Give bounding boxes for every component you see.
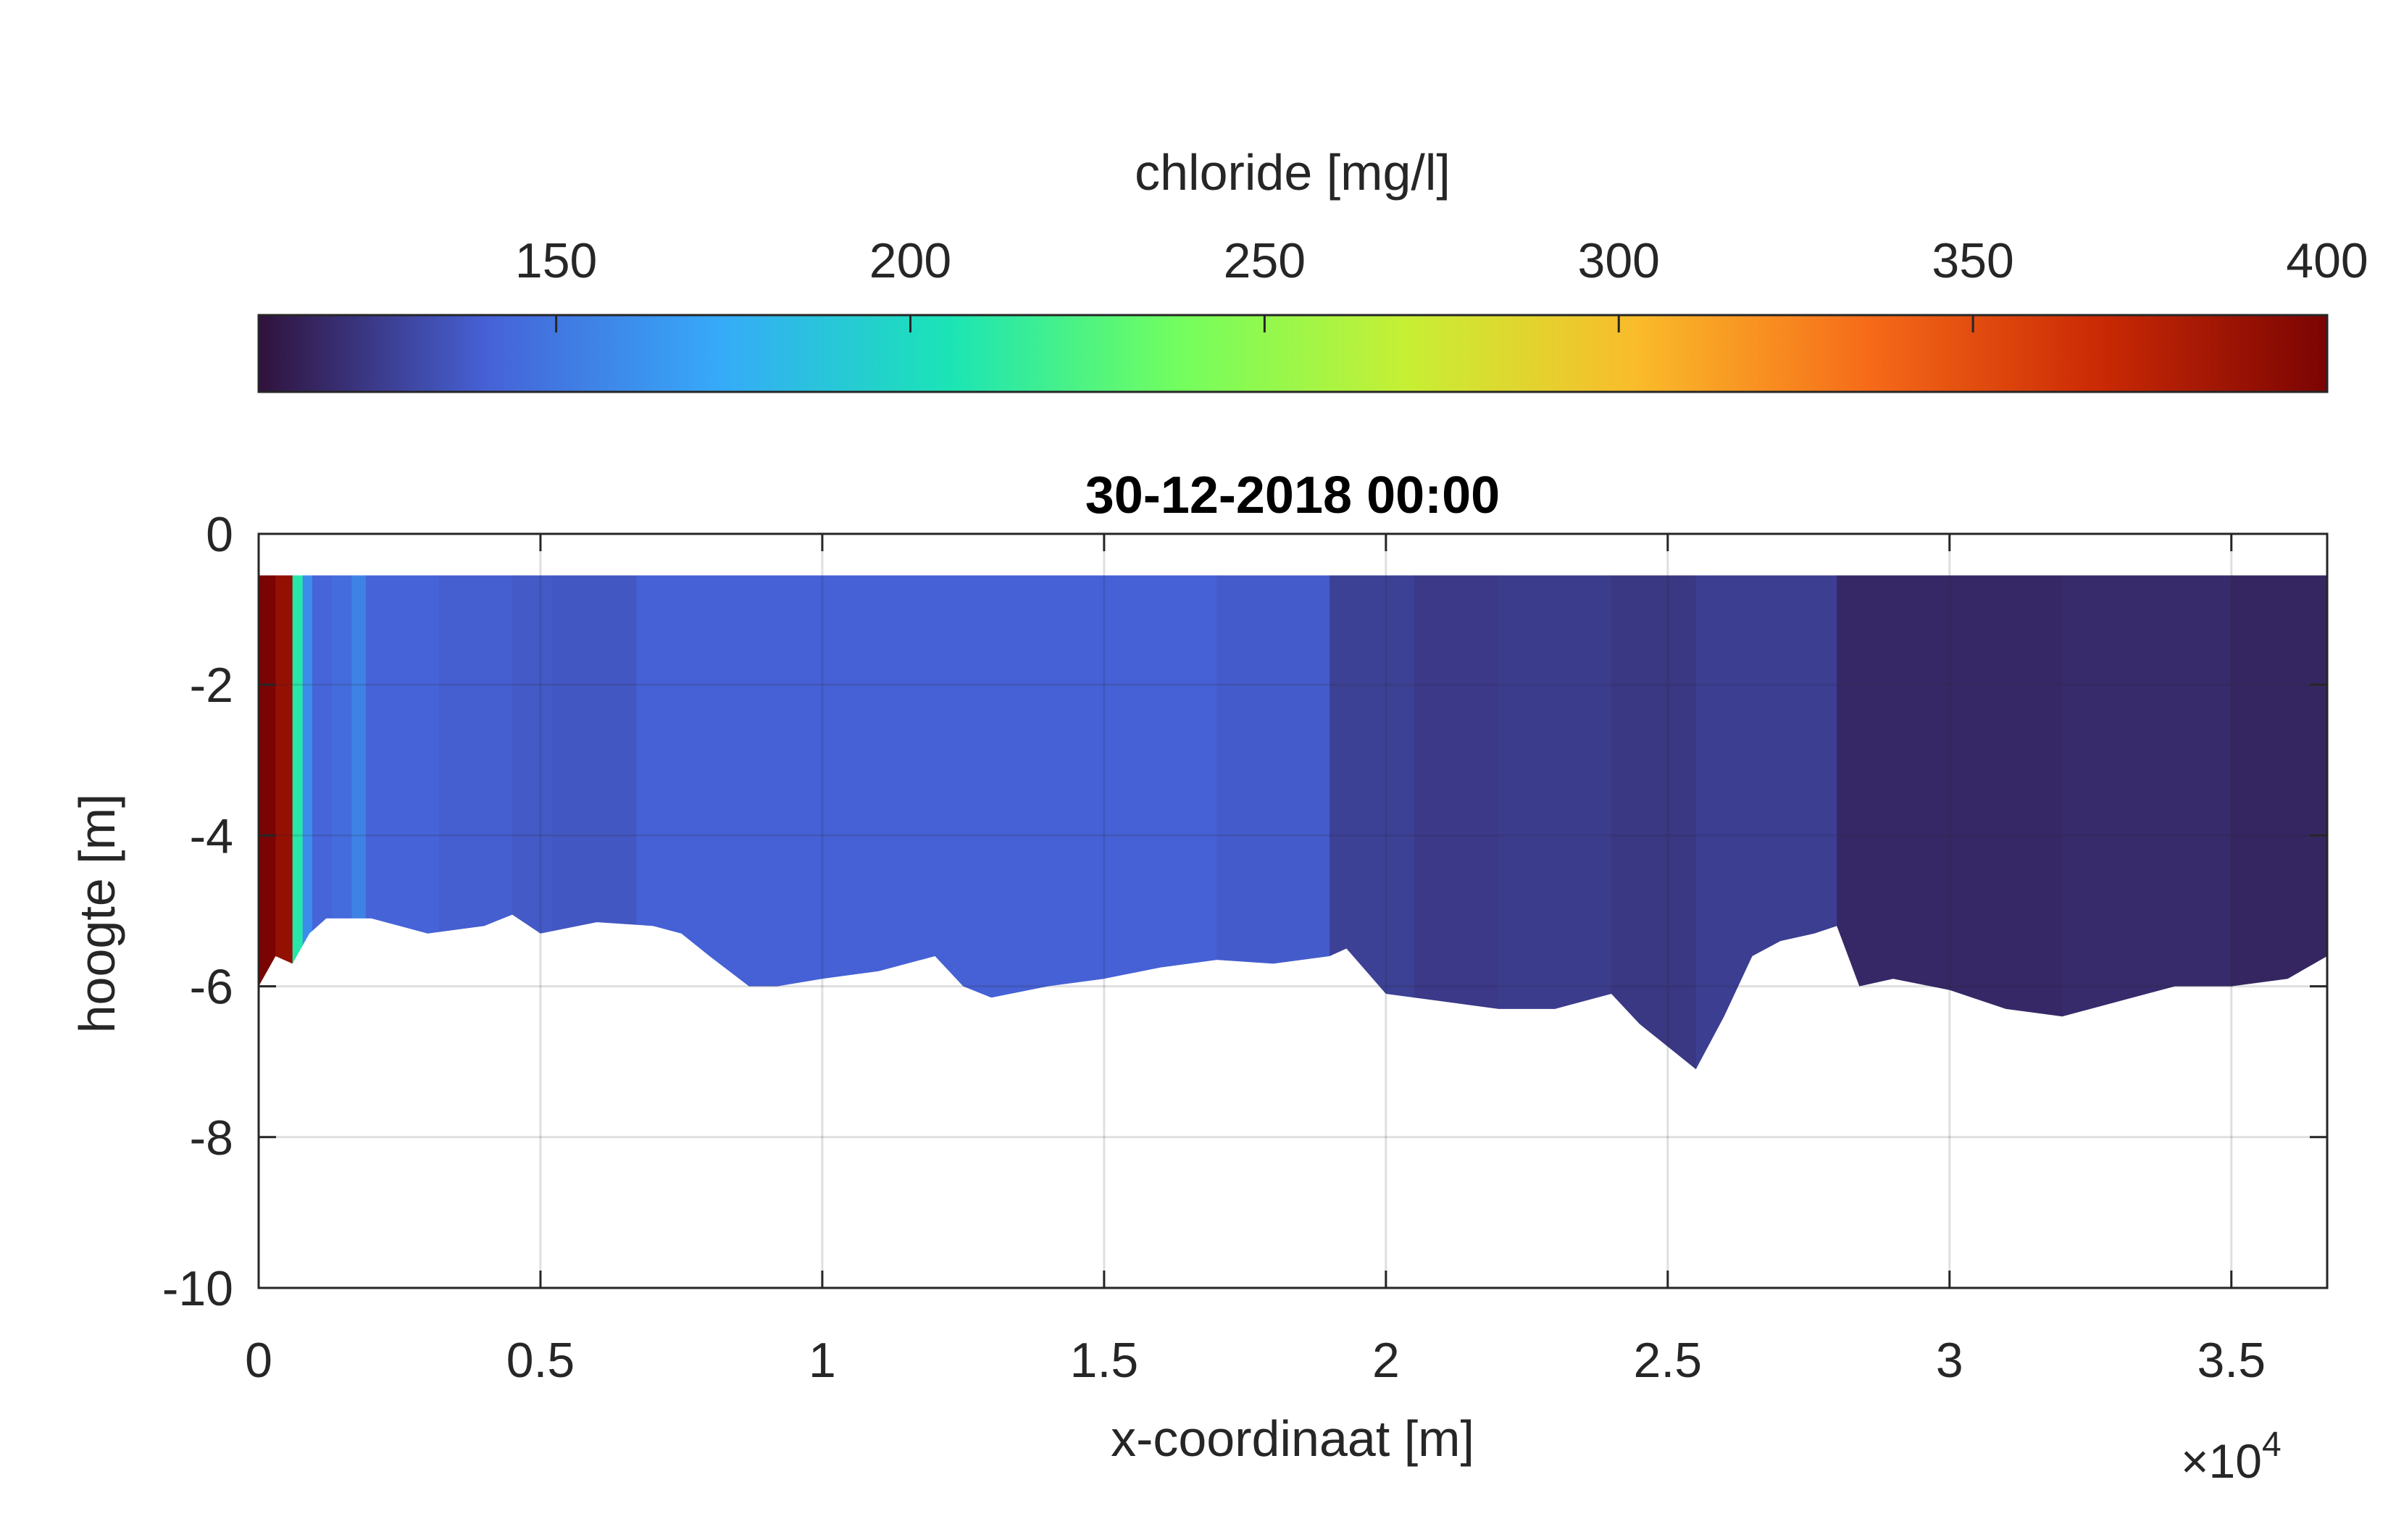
y-tick-label: -2 xyxy=(190,658,233,713)
colorbar-tick-label: 300 xyxy=(1578,233,1660,288)
plot-frame xyxy=(257,532,2329,1289)
x-exponent-label: ×104 xyxy=(2181,1426,2282,1488)
y-tick-label: -8 xyxy=(190,1110,233,1166)
chloride-segment xyxy=(1414,575,1500,1070)
x-tick-label: 3.5 xyxy=(2197,1333,2266,1388)
y-ticks: 0 -2 -4 -6 -8 -10 xyxy=(162,507,2327,1316)
y-tick-label: 0 xyxy=(206,507,233,562)
x-tick-label: 1.5 xyxy=(1070,1333,1139,1388)
x-tick-label: 3 xyxy=(1936,1333,1963,1388)
x-axis-label: x-coordinaat [m] xyxy=(1111,1410,1474,1467)
x-tick-label: 0.5 xyxy=(506,1333,575,1388)
chloride-segment xyxy=(1611,575,1697,1070)
x-tick-label: 0 xyxy=(245,1333,272,1388)
colorbar-tick-label: 350 xyxy=(1932,233,2013,288)
colorbar-ticks xyxy=(555,315,2329,332)
colorbar: chloride [mg/l] 150 200 250 300 350 400 xyxy=(257,144,2368,393)
colorbar-tick-label: 150 xyxy=(515,233,597,288)
colorbar-tick-label: 200 xyxy=(869,233,951,288)
colorbar-gradient xyxy=(257,314,2329,393)
plot-axes: 30-12-2018 00:00 0 0.5 1 1.5 2 2.5 3 3.5 0 -2 -4 -… xyxy=(69,466,2329,1488)
y-tick-label: -10 xyxy=(162,1261,233,1316)
colorbar-tick-labels: 150 200 250 300 350 400 xyxy=(515,233,2368,288)
x-exponent-power: 4 xyxy=(2262,1426,2282,1464)
x-tick-label: 2.5 xyxy=(1634,1333,1703,1388)
x-tick-label: 2 xyxy=(1372,1333,1400,1388)
grid-lines xyxy=(259,532,2327,1289)
y-axis-label: hoogte [m] xyxy=(69,794,125,1034)
chloride-segment xyxy=(292,575,304,1070)
y-tick-label: -6 xyxy=(190,960,233,1015)
chart-title: 30-12-2018 00:00 xyxy=(1085,466,1500,524)
colorbar-label: chloride [mg/l] xyxy=(1135,144,1450,201)
chloride-segment xyxy=(1498,575,1613,1070)
y-tick-label: -4 xyxy=(190,808,233,863)
x-exponent-base: ×10 xyxy=(2181,1434,2262,1488)
x-ticks: 0 0.5 1 1.5 2 2.5 3 3.5 xyxy=(245,534,2266,1388)
x-tick-label: 1 xyxy=(809,1333,836,1388)
colorbar-tick-label: 250 xyxy=(1224,233,1306,288)
colorbar-tick-label: 400 xyxy=(2286,233,2368,288)
